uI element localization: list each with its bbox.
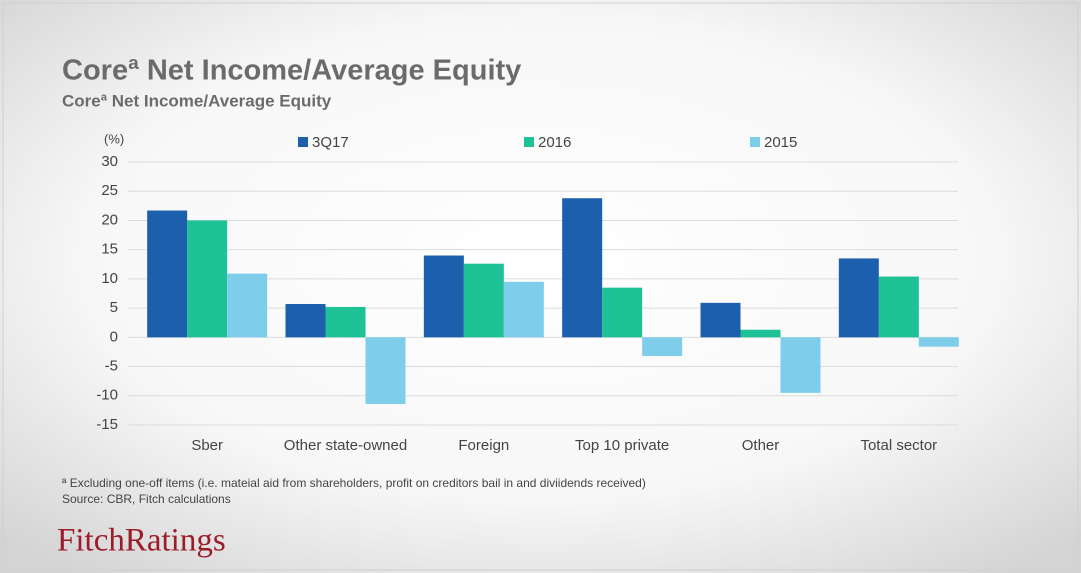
x-tick-label: Foreign	[458, 437, 509, 454]
legend-label: 3Q17	[312, 134, 349, 151]
bar	[780, 337, 821, 393]
bar	[700, 302, 741, 338]
y-tick-label: -15	[96, 416, 118, 433]
bar	[423, 255, 464, 338]
source: Source: CBR, Fitch calculations	[62, 492, 231, 506]
y-tick-label: -5	[105, 358, 118, 375]
bar	[740, 329, 781, 338]
bar	[187, 220, 228, 338]
bar	[285, 304, 326, 338]
x-tick-label: Total sector	[860, 437, 937, 454]
x-tick-label: Sber	[191, 437, 223, 454]
bar	[562, 198, 603, 338]
chart-subtitle: Coreª Net Income/Average Equity	[62, 91, 332, 110]
legend-swatch	[750, 137, 760, 147]
bar	[878, 276, 919, 338]
x-tick-label: Other	[742, 437, 780, 454]
legend-swatch	[524, 137, 534, 147]
logo: FitchRatings	[57, 523, 226, 559]
footnote: ª Excluding one-off items (i.e. mateial …	[62, 476, 646, 490]
bar	[325, 306, 366, 338]
y-tick-label: 20	[101, 211, 118, 228]
bar	[642, 337, 683, 357]
legend-swatch	[298, 137, 308, 147]
y-tick-label: 0	[110, 328, 118, 345]
y-tick-label: 15	[101, 241, 118, 258]
bar	[918, 337, 959, 347]
bar	[602, 287, 643, 338]
bar	[365, 337, 406, 404]
bar	[463, 263, 504, 338]
y-tick-label: 10	[101, 270, 118, 287]
y-tick-label: -10	[96, 387, 118, 404]
y-tick-label: 30	[101, 153, 118, 170]
y-tick-label: 5	[110, 299, 118, 316]
x-tick-label: Other state-owned	[284, 437, 407, 454]
unit-label: (%)	[104, 131, 124, 146]
bar	[147, 210, 188, 338]
bar	[838, 258, 879, 338]
bar	[503, 281, 544, 338]
legend-label: 2016	[538, 134, 571, 151]
y-tick-label: 25	[101, 182, 118, 199]
x-tick-label: Top 10 private	[575, 437, 669, 454]
chart-title: Coreª Net Income/Average Equity	[62, 55, 521, 87]
bar	[227, 273, 268, 338]
legend-label: 2015	[764, 134, 797, 151]
